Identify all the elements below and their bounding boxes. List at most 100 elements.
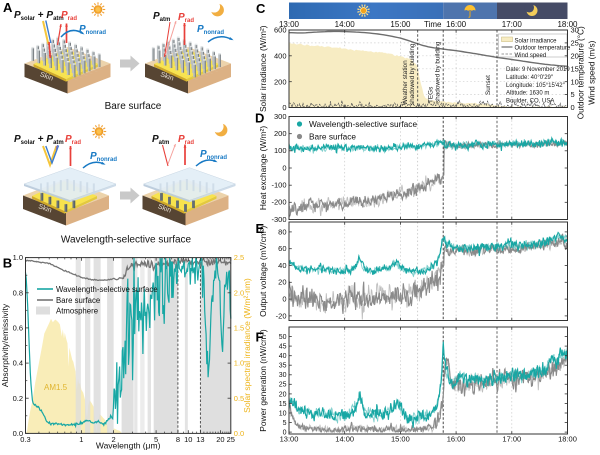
svg-text:Skin: Skin <box>37 203 52 214</box>
svg-text:Prad: Prad <box>178 12 194 24</box>
svg-text:10: 10 <box>571 77 579 86</box>
svg-text:14:00: 14:00 <box>335 435 354 444</box>
svg-text:Solar spectral irradiance (W/m: Solar spectral irradiance (W/m²·nm) <box>242 278 252 413</box>
svg-text:Altitude: 1630 m: Altitude: 1630 m <box>506 91 549 97</box>
svg-text:30: 30 <box>279 372 287 379</box>
svg-text:600: 600 <box>274 26 287 35</box>
svg-text:20: 20 <box>571 51 579 60</box>
svg-text:Prad: Prad <box>65 134 81 146</box>
svg-text:16:00: 16:00 <box>447 435 466 444</box>
svg-text:Boulder, CO, USA: Boulder, CO, USA <box>506 99 554 105</box>
svg-text:13: 13 <box>196 435 204 444</box>
svg-text:Output voltage (mV/cm²): Output voltage (mV/cm²) <box>258 225 268 316</box>
svg-text:Wavelength-selective surface: Wavelength-selective surface <box>61 235 192 246</box>
svg-text:Psolar + Patm: Psolar + Patm <box>14 10 64 22</box>
svg-text:35: 35 <box>279 363 287 370</box>
svg-text:1.0: 1.0 <box>234 359 244 368</box>
svg-text:13:00: 13:00 <box>280 435 299 444</box>
svg-text:Skin: Skin <box>159 71 174 82</box>
svg-text:13:00: 13:00 <box>279 20 300 29</box>
svg-text:-20: -20 <box>276 311 287 320</box>
svg-text:10: 10 <box>184 435 192 444</box>
svg-text:0: 0 <box>571 103 575 112</box>
svg-text:300: 300 <box>274 112 287 121</box>
svg-text:0: 0 <box>282 103 286 112</box>
svg-text:17:00: 17:00 <box>502 435 521 444</box>
svg-text:Solar irradiance: Solar irradiance <box>515 38 558 44</box>
svg-text:0: 0 <box>282 163 286 172</box>
svg-text:25: 25 <box>227 435 235 444</box>
svg-text:Wavelength-selective surface: Wavelength-selective surface <box>56 285 158 294</box>
svg-text:Pnonrad: Pnonrad <box>79 24 106 36</box>
svg-text:Psolar + Patm: Psolar + Patm <box>14 134 64 146</box>
svg-text:AM1.5: AM1.5 <box>44 383 68 392</box>
svg-text:15: 15 <box>279 401 287 408</box>
svg-text:shadowed by building: shadowed by building <box>409 43 416 105</box>
svg-text:2.5: 2.5 <box>234 253 244 262</box>
svg-text:0.3: 0.3 <box>20 435 30 444</box>
svg-text:Prad: Prad <box>61 10 77 22</box>
svg-text:Bare surface: Bare surface <box>105 101 162 112</box>
svg-text:-300: -300 <box>271 215 286 224</box>
svg-text:Prad: Prad <box>178 134 194 146</box>
svg-text:15:00: 15:00 <box>391 435 410 444</box>
svg-text:Patm: Patm <box>153 11 170 23</box>
svg-text:18:00: 18:00 <box>557 20 578 29</box>
svg-text:Wavelength-selective surface: Wavelength-selective surface <box>309 119 417 129</box>
svg-text:Time: Time <box>424 20 442 29</box>
svg-text:shadowed by building: shadowed by building <box>435 41 442 103</box>
svg-text:Outdoor temperature: Outdoor temperature <box>515 46 571 52</box>
svg-text:10: 10 <box>279 410 287 417</box>
svg-text:0: 0 <box>283 430 287 437</box>
svg-text:400: 400 <box>274 51 287 60</box>
svg-text:Skin: Skin <box>39 71 54 82</box>
svg-text:Skin: Skin <box>157 203 172 214</box>
svg-text:Wind speed (m/s): Wind speed (m/s) <box>588 40 597 104</box>
svg-text:1: 1 <box>79 435 83 444</box>
svg-text:60: 60 <box>278 244 286 253</box>
svg-text:D: D <box>255 110 264 125</box>
svg-text:B: B <box>3 255 12 270</box>
svg-text:200: 200 <box>274 77 287 86</box>
svg-text:15:00: 15:00 <box>390 20 411 29</box>
svg-text:0.2: 0.2 <box>13 394 23 403</box>
svg-text:Wavelength (μm): Wavelength (μm) <box>96 441 161 451</box>
svg-text:0.5: 0.5 <box>234 394 244 403</box>
svg-text:18:00: 18:00 <box>558 435 577 444</box>
svg-text:40: 40 <box>279 353 287 360</box>
svg-text:Pnonrad: Pnonrad <box>90 151 117 163</box>
svg-text:30: 30 <box>571 26 579 35</box>
svg-text:0: 0 <box>282 295 286 304</box>
svg-text:80: 80 <box>278 227 286 236</box>
svg-text:Pnonrad: Pnonrad <box>200 149 227 161</box>
svg-text:E: E <box>256 221 265 236</box>
svg-text:1.0: 1.0 <box>13 253 23 262</box>
svg-text:Longitude: 105°15′42″: Longitude: 105°15′42″ <box>506 83 566 89</box>
svg-text:25: 25 <box>279 382 287 389</box>
svg-text:5: 5 <box>571 90 575 99</box>
svg-text:100: 100 <box>274 146 287 155</box>
svg-text:Bare surface: Bare surface <box>56 296 100 305</box>
svg-text:20: 20 <box>278 278 286 287</box>
svg-text:1.5: 1.5 <box>234 324 244 333</box>
svg-text:14:00: 14:00 <box>335 20 356 29</box>
svg-text:C: C <box>256 1 266 16</box>
svg-text:TEGs: TEGs <box>428 87 435 103</box>
svg-text:0.6: 0.6 <box>13 324 23 333</box>
svg-text:Wind speed: Wind speed <box>515 53 547 59</box>
svg-text:0.8: 0.8 <box>13 288 23 297</box>
svg-text:F: F <box>256 330 264 345</box>
svg-text:Date: 9 November 2019: Date: 9 November 2019 <box>506 67 570 73</box>
svg-text:Bare surface: Bare surface <box>309 131 356 141</box>
svg-text:Sunset: Sunset <box>485 75 492 95</box>
svg-text:-100: -100 <box>271 181 286 190</box>
svg-text:A: A <box>3 0 13 15</box>
svg-text:45: 45 <box>279 344 287 351</box>
svg-text:2.0: 2.0 <box>234 288 244 297</box>
svg-text:40: 40 <box>278 261 286 270</box>
svg-text:200: 200 <box>274 129 287 138</box>
svg-text:Patm: Patm <box>152 134 169 146</box>
svg-text:20: 20 <box>216 435 224 444</box>
svg-text:0.4: 0.4 <box>13 359 23 368</box>
svg-text:Outdoor temperature (°C): Outdoor temperature (°C) <box>577 26 586 119</box>
